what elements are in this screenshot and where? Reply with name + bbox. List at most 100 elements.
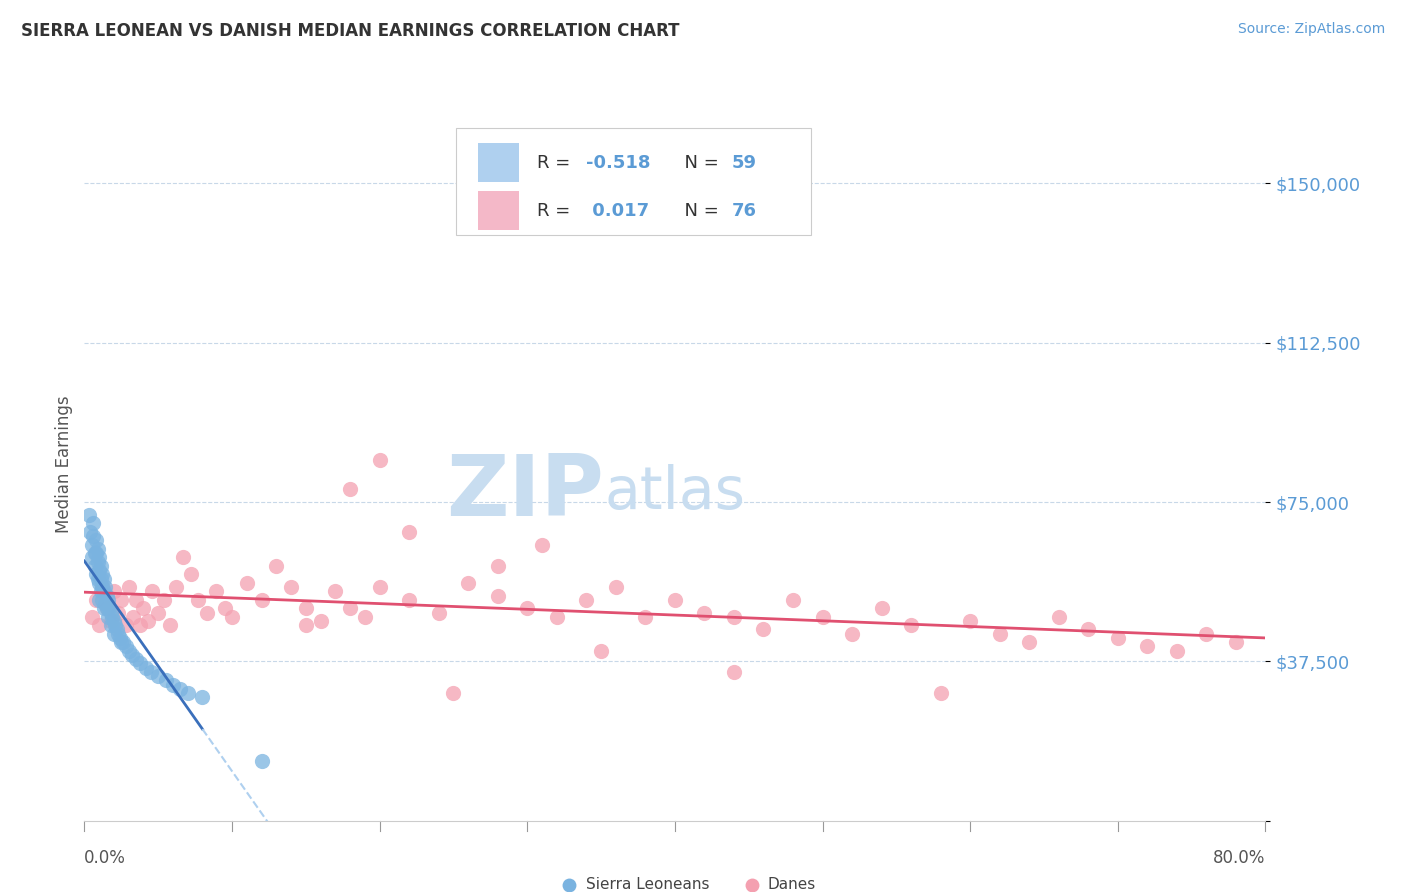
Point xyxy=(100,614,122,628)
Point xyxy=(870,601,893,615)
Point xyxy=(516,601,538,615)
Point xyxy=(165,580,187,594)
Point xyxy=(84,546,107,560)
Point xyxy=(96,601,118,615)
Point xyxy=(122,609,145,624)
Point xyxy=(96,601,118,615)
Point xyxy=(121,648,143,662)
Point xyxy=(339,483,361,497)
Point xyxy=(129,618,152,632)
Point xyxy=(900,618,922,632)
Point xyxy=(486,589,509,603)
Bar xyxy=(478,143,519,182)
Point xyxy=(105,623,128,637)
Point xyxy=(118,580,141,594)
Point xyxy=(84,533,107,548)
Point xyxy=(118,644,141,658)
Text: SIERRA LEONEAN VS DANISH MEDIAN EARNINGS CORRELATION CHART: SIERRA LEONEAN VS DANISH MEDIAN EARNINGS… xyxy=(21,22,679,40)
Text: -0.518: -0.518 xyxy=(586,153,651,171)
Point xyxy=(86,555,108,569)
Point xyxy=(110,635,132,649)
Point xyxy=(235,575,259,590)
Point xyxy=(148,606,170,620)
Point xyxy=(1166,644,1188,658)
Point xyxy=(135,661,157,675)
Text: N =: N = xyxy=(672,153,724,171)
Text: ZIP: ZIP xyxy=(446,450,605,534)
Point xyxy=(250,592,273,607)
Point xyxy=(87,550,111,565)
Point xyxy=(1225,635,1247,649)
Point xyxy=(398,524,420,539)
Point xyxy=(250,754,273,768)
Point xyxy=(678,814,700,828)
Text: 76: 76 xyxy=(731,202,756,219)
Point xyxy=(295,601,318,615)
Point xyxy=(132,601,155,615)
Point xyxy=(94,597,117,611)
Text: 59: 59 xyxy=(731,153,756,171)
Point xyxy=(752,623,775,637)
Point xyxy=(591,644,613,658)
Point xyxy=(94,580,117,594)
Point xyxy=(103,626,125,640)
Text: N =: N = xyxy=(672,202,724,219)
Text: R =: R = xyxy=(537,202,575,219)
Point xyxy=(605,580,627,594)
Point xyxy=(87,592,111,607)
Text: Danes: Danes xyxy=(768,878,815,892)
Point xyxy=(339,601,361,615)
Point xyxy=(87,575,111,590)
Point xyxy=(195,606,218,620)
Point xyxy=(91,580,114,594)
Point xyxy=(97,609,120,624)
Point xyxy=(264,558,288,573)
Point xyxy=(214,601,236,615)
Point xyxy=(180,567,202,582)
Point xyxy=(79,524,101,539)
Point xyxy=(988,626,1011,640)
Point xyxy=(162,678,184,692)
Point xyxy=(80,537,103,551)
Point xyxy=(107,626,129,640)
Point xyxy=(83,558,105,573)
Text: 80.0%: 80.0% xyxy=(1213,849,1265,867)
Point xyxy=(1047,609,1070,624)
Point xyxy=(111,635,134,649)
Point xyxy=(82,529,104,543)
Point xyxy=(103,584,125,599)
Point xyxy=(108,631,131,645)
Point xyxy=(125,652,148,666)
Point xyxy=(398,592,420,607)
Point xyxy=(723,665,745,679)
Y-axis label: Median Earnings: Median Earnings xyxy=(55,395,73,533)
Point xyxy=(486,558,509,573)
Point xyxy=(1018,635,1040,649)
Point xyxy=(87,563,111,577)
Text: R =: R = xyxy=(537,153,575,171)
Point xyxy=(169,681,191,696)
Point xyxy=(91,592,114,607)
Point xyxy=(811,609,834,624)
Point xyxy=(90,572,112,586)
Text: 0.0%: 0.0% xyxy=(84,849,127,867)
Text: Sierra Leoneans: Sierra Leoneans xyxy=(586,878,710,892)
Point xyxy=(84,592,107,607)
Point xyxy=(172,550,194,565)
Point xyxy=(368,452,391,467)
Point xyxy=(153,592,176,607)
Point xyxy=(80,609,103,624)
Point xyxy=(114,640,136,654)
Point xyxy=(929,686,952,700)
Point xyxy=(155,673,177,688)
Point xyxy=(309,614,332,628)
Point xyxy=(530,537,553,551)
Text: Source: ZipAtlas.com: Source: ZipAtlas.com xyxy=(1237,22,1385,37)
Point xyxy=(110,592,132,607)
Point xyxy=(103,614,125,628)
Point xyxy=(90,558,112,573)
Point xyxy=(101,609,124,624)
Point xyxy=(187,592,209,607)
Point xyxy=(90,584,112,599)
Point xyxy=(104,618,127,632)
